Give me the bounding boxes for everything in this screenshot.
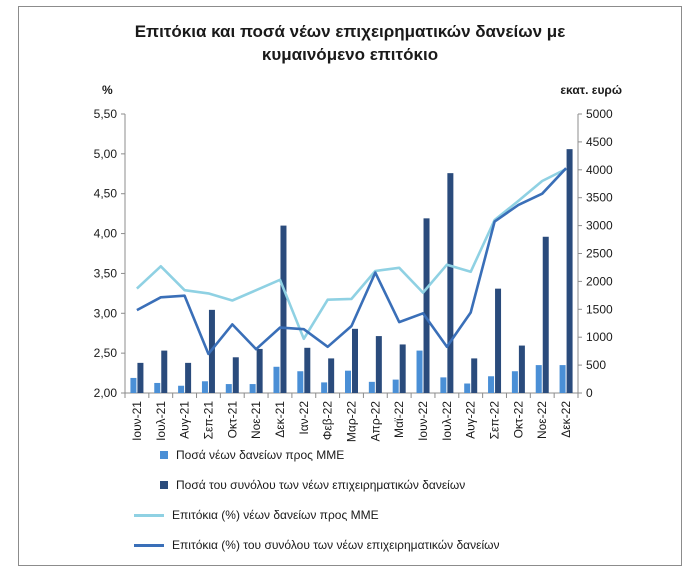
- bar-sme-amount: [368, 381, 375, 393]
- right-tick-label: 1500: [586, 302, 613, 316]
- right-tick-label: 500: [586, 358, 606, 372]
- bar-total-amount: [161, 350, 168, 393]
- line-sme-rate: [136, 167, 567, 341]
- bar-total-amount: [518, 345, 525, 393]
- x-tick-label: Νοε-21: [249, 401, 263, 439]
- left-tick-label: 3,00: [94, 306, 118, 320]
- right-tick-label: 2500: [586, 247, 613, 261]
- x-tick-label: Δεκ-21: [273, 401, 287, 438]
- bar-sme-amount: [201, 381, 208, 393]
- bar-total-amount: [423, 218, 430, 393]
- x-tick-label: Μαϊ-22: [392, 401, 406, 438]
- bar-total-amount: [566, 149, 573, 393]
- chart-axes: [121, 113, 582, 398]
- legend-label-sme-amount: Ποσά νέων δανείων προς ΜΜΕ: [176, 448, 345, 462]
- legend-swatch-total-rate: [134, 543, 164, 547]
- chart-lines: [136, 167, 568, 356]
- legend-swatch-sme-amount: [160, 451, 168, 459]
- right-axis-unit: εκατ. ευρώ: [560, 83, 622, 97]
- x-tick-label: Αυγ-21: [178, 401, 192, 439]
- bar-total-amount: [232, 357, 239, 393]
- bar-sme-amount: [321, 382, 328, 393]
- legend-label-sme-rate: Επιτόκια (%) νέων δανείων προς ΜΜΕ: [172, 508, 379, 522]
- chart-bars: [130, 149, 573, 393]
- bar-total-amount: [185, 362, 192, 393]
- x-tick-label: Μαρ-22: [345, 401, 359, 442]
- legend-item-sme-rate: Επιτόκια (%) νέων δανείων προς ΜΜΕ: [134, 505, 379, 525]
- bar-total-amount: [304, 347, 311, 393]
- bar-sme-amount: [440, 377, 447, 393]
- bar-total-amount: [256, 348, 263, 393]
- x-tick-label: Σεπ-21: [201, 401, 215, 440]
- legend-swatch-total-amount: [160, 481, 168, 489]
- left-tick-label: 5,50: [94, 107, 118, 121]
- chart-title-line-1: Επιτόκια και ποσά νέων επιχειρηματικών δ…: [134, 22, 566, 41]
- legend-item-total-amount: Ποσά του συνόλου των νέων επιχειρηματικώ…: [160, 475, 465, 495]
- bar-sme-amount: [249, 384, 256, 393]
- right-tick-label: 4000: [586, 163, 613, 177]
- chart-title: Επιτόκια και ποσά νέων επιχειρηματικών δ…: [18, 20, 682, 66]
- legend-item-total-rate: Επιτόκια (%) του συνόλου των νέων επιχει…: [134, 535, 500, 555]
- bar-sme-amount: [392, 379, 399, 393]
- x-tick-label: Ιουν-22: [416, 401, 430, 441]
- bar-sme-amount: [297, 371, 304, 393]
- right-tick-label: 5000: [586, 107, 613, 121]
- right-tick-label: 4500: [586, 135, 613, 149]
- bar-total-amount: [328, 358, 335, 393]
- x-tick-label: Σεπ-22: [488, 401, 502, 440]
- x-tick-label: Οκτ-22: [511, 401, 525, 439]
- bar-total-amount: [375, 336, 382, 393]
- bar-sme-amount: [511, 371, 518, 393]
- right-tick-label: 2000: [586, 274, 613, 288]
- bar-sme-amount: [559, 365, 566, 393]
- right-tick-label: 3000: [586, 219, 613, 233]
- x-tick-label: Νοε-22: [535, 401, 549, 439]
- legend-item-sme-amount: Ποσά νέων δανείων προς ΜΜΕ: [160, 445, 344, 465]
- x-tick-label: Αυγ-22: [464, 401, 478, 439]
- line-total-rate: [136, 167, 568, 356]
- bar-total-amount: [352, 328, 358, 393]
- left-tick-label: 3,50: [94, 266, 118, 280]
- left-tick-label: 4,50: [94, 187, 118, 201]
- x-tick-label: Οκτ-21: [225, 401, 239, 439]
- bar-total-amount: [137, 362, 144, 393]
- bar-total-amount: [495, 288, 502, 393]
- left-tick-label: 4,00: [94, 227, 118, 241]
- x-tick-label: Ιουλ-21: [154, 401, 168, 441]
- bar-sme-amount: [535, 365, 542, 393]
- bar-sme-amount: [225, 384, 232, 393]
- legend-label-total-amount: Ποσά του συνόλου των νέων επιχειρηματικώ…: [176, 478, 466, 492]
- bar-sme-amount: [416, 350, 423, 393]
- bar-sme-amount: [273, 366, 280, 393]
- bar-total-amount: [280, 225, 287, 393]
- bar-total-amount: [447, 173, 454, 393]
- x-tick-label: Φεβ-22: [321, 401, 335, 440]
- bar-total-amount: [471, 358, 478, 393]
- bar-sme-amount: [488, 376, 495, 393]
- bar-sme-amount: [154, 382, 161, 393]
- bar-total-amount: [399, 344, 406, 393]
- left-axis-unit: %: [102, 83, 113, 97]
- legend-label-total-rate: Επιτόκια (%) του συνόλου των νέων επιχει…: [172, 538, 500, 552]
- right-tick-label: 1000: [586, 330, 613, 344]
- right-tick-label: 0: [586, 386, 593, 400]
- bar-sme-amount: [345, 370, 351, 393]
- x-tick-label: Απρ-22: [368, 401, 382, 442]
- bar-sme-amount: [178, 385, 185, 393]
- bar-sme-amount: [130, 377, 137, 393]
- x-tick-label: Δεκ-22: [559, 401, 573, 438]
- left-tick-label: 2,00: [94, 386, 118, 400]
- right-tick-label: 3500: [586, 191, 613, 205]
- legend-swatch-sme-rate: [134, 513, 164, 517]
- left-tick-label: 5,00: [94, 147, 118, 161]
- chart-title-line-2: κυμαινόμενο επιτόκιο: [261, 45, 439, 64]
- left-tick-label: 2,50: [94, 346, 118, 360]
- x-tick-label: Ιουν-21: [130, 401, 144, 441]
- chart-tick-labels: 2,00 2,50 3,00 3,50 4,00 4,50 5,00 5,50 0 500 1000…: [94, 83, 622, 442]
- x-tick-label: Ιουλ-22: [440, 401, 454, 441]
- bar-total-amount: [542, 236, 549, 393]
- bar-sme-amount: [464, 383, 471, 393]
- x-tick-label: Ιαν-22: [297, 401, 311, 435]
